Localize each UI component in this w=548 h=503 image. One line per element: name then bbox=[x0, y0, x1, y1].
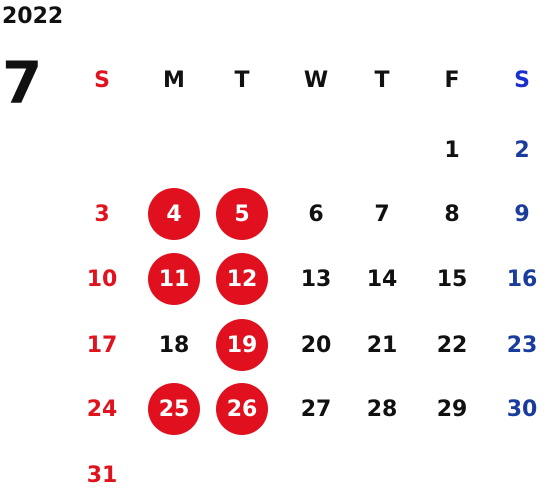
calendar-year: 2022 bbox=[2, 4, 64, 29]
weekday-header: S bbox=[514, 67, 530, 93]
calendar-day: 21 bbox=[366, 332, 398, 358]
calendar-day: 17 bbox=[86, 332, 118, 358]
calendar-day: 20 bbox=[300, 332, 332, 358]
calendar-day: 13 bbox=[300, 266, 332, 292]
calendar-day-highlighted: 12 bbox=[216, 253, 268, 305]
weekday-header: F bbox=[444, 67, 460, 93]
calendar-day: 9 bbox=[514, 201, 530, 227]
calendar-day: 7 bbox=[374, 201, 390, 227]
calendar-day: 8 bbox=[444, 201, 460, 227]
weekday-header: S bbox=[94, 67, 110, 93]
weekday-header: T bbox=[374, 67, 390, 93]
calendar-day-highlighted: 4 bbox=[148, 188, 200, 240]
calendar-day: 3 bbox=[94, 201, 110, 227]
weekday-header: W bbox=[303, 67, 329, 93]
calendar-day-highlighted: 5 bbox=[216, 188, 268, 240]
calendar-day-highlighted: 19 bbox=[216, 319, 268, 371]
calendar-day: 30 bbox=[506, 396, 538, 422]
calendar-day: 24 bbox=[86, 396, 118, 422]
calendar-day-highlighted: 11 bbox=[148, 253, 200, 305]
weekday-header: T bbox=[234, 67, 250, 93]
calendar-day: 28 bbox=[366, 396, 398, 422]
calendar-day-highlighted: 26 bbox=[216, 383, 268, 435]
weekday-header: M bbox=[163, 67, 185, 93]
calendar-day: 6 bbox=[308, 201, 324, 227]
calendar-day: 31 bbox=[86, 462, 118, 488]
calendar-day: 22 bbox=[436, 332, 468, 358]
calendar-day: 23 bbox=[506, 332, 538, 358]
calendar-day: 29 bbox=[436, 396, 468, 422]
calendar-day-highlighted: 25 bbox=[148, 383, 200, 435]
calendar-day: 27 bbox=[300, 396, 332, 422]
calendar-day: 2 bbox=[514, 137, 530, 163]
calendar-day: 16 bbox=[506, 266, 538, 292]
calendar-day: 18 bbox=[158, 332, 190, 358]
calendar-day: 10 bbox=[86, 266, 118, 292]
calendar-month: 7 bbox=[2, 49, 43, 117]
calendar-day: 15 bbox=[436, 266, 468, 292]
calendar-day: 1 bbox=[444, 137, 460, 163]
calendar-day: 14 bbox=[366, 266, 398, 292]
